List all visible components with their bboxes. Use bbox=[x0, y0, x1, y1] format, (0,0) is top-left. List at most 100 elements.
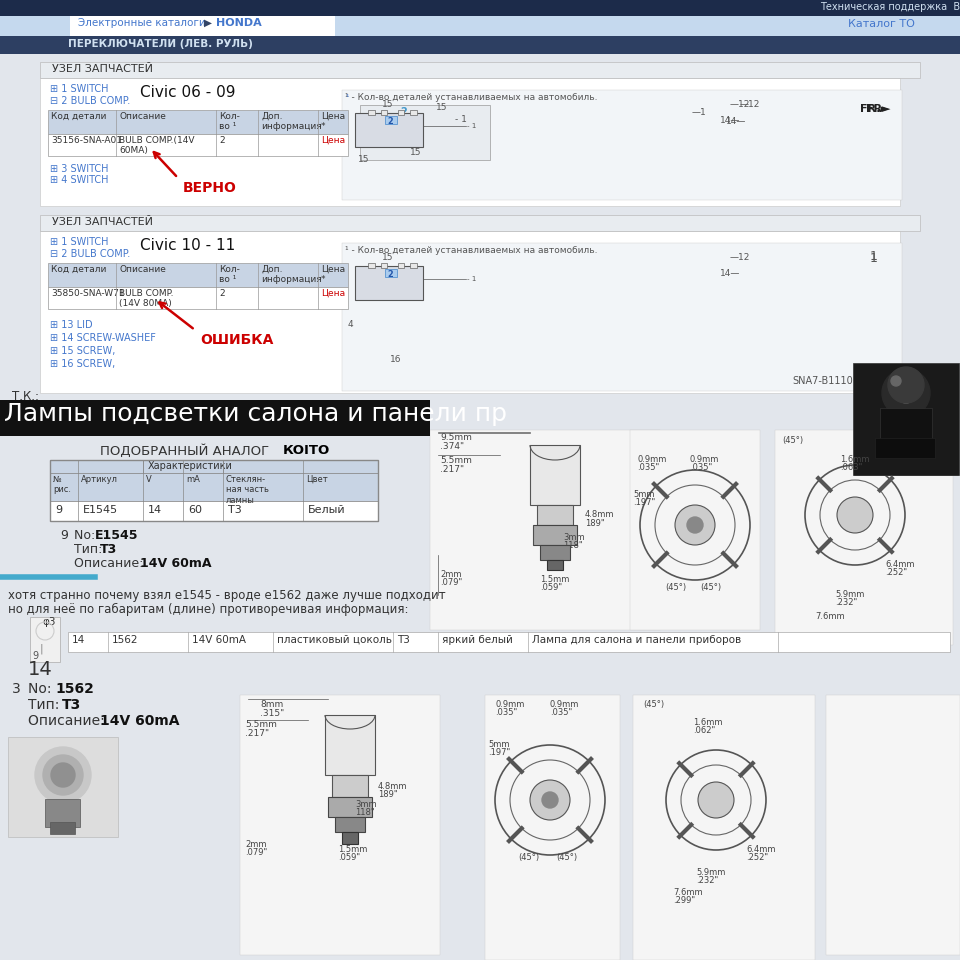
Bar bbox=[68, 632, 950, 652]
Text: FR.►: FR.► bbox=[860, 104, 889, 114]
Text: 5.5mm: 5.5mm bbox=[245, 720, 276, 729]
Bar bbox=[40, 62, 920, 78]
Text: .299": .299" bbox=[673, 896, 695, 905]
Bar bbox=[380, 263, 387, 268]
Bar bbox=[342, 832, 358, 844]
Text: 2: 2 bbox=[405, 130, 412, 140]
Text: |: | bbox=[40, 644, 43, 655]
Text: ПОДОБРАННЫЙ АНАЛОГ: ПОДОБРАННЫЙ АНАЛОГ bbox=[100, 444, 274, 458]
Text: .232": .232" bbox=[835, 598, 857, 607]
Text: ОШИБКА: ОШИБКА bbox=[200, 333, 274, 347]
Text: 2mm: 2mm bbox=[245, 840, 267, 849]
Text: BULB COMP.(14V
60MA): BULB COMP.(14V 60MA) bbox=[119, 136, 195, 156]
Bar bbox=[854, 365, 958, 475]
Bar bbox=[0, 0, 960, 16]
Text: T3: T3 bbox=[100, 543, 117, 556]
Bar bbox=[633, 695, 815, 960]
Text: 1562: 1562 bbox=[112, 635, 138, 645]
Text: 35850-SNA-W71: 35850-SNA-W71 bbox=[51, 289, 125, 298]
Text: Цена
*: Цена * bbox=[321, 265, 346, 284]
Text: .035": .035" bbox=[690, 463, 712, 472]
Bar bbox=[325, 715, 375, 775]
Text: (45°): (45°) bbox=[782, 436, 804, 445]
Text: ⊟ 2 BULB COMP.: ⊟ 2 BULB COMP. bbox=[50, 249, 131, 259]
Text: 189": 189" bbox=[378, 790, 397, 799]
Text: 4.8mm: 4.8mm bbox=[378, 782, 407, 791]
Text: .252": .252" bbox=[885, 568, 907, 577]
Text: HONDA: HONDA bbox=[216, 18, 262, 28]
Text: T3: T3 bbox=[397, 635, 410, 645]
Text: КОITO: КОITO bbox=[283, 444, 330, 457]
Text: .079": .079" bbox=[245, 848, 267, 857]
Bar bbox=[533, 525, 577, 545]
Text: 8mm: 8mm bbox=[260, 700, 283, 709]
Text: No:: No: bbox=[28, 682, 56, 696]
Text: 1.6mm: 1.6mm bbox=[840, 455, 870, 464]
Bar bbox=[775, 430, 953, 645]
Text: Каталог ТО: Каталог ТО bbox=[848, 19, 915, 29]
Text: —12: —12 bbox=[730, 100, 751, 109]
Text: Тип:: Тип: bbox=[28, 698, 63, 712]
Text: хотя странно почему взял е1545 - вроде е1562 даже лучше подходит: хотя странно почему взял е1545 - вроде е… bbox=[8, 589, 445, 602]
Bar bbox=[385, 116, 396, 124]
Text: BULB COMP.
(14V 80MA): BULB COMP. (14V 80MA) bbox=[119, 289, 174, 308]
Text: T3: T3 bbox=[228, 505, 242, 515]
Text: 9: 9 bbox=[55, 505, 62, 515]
Bar bbox=[826, 695, 960, 955]
Text: 14—: 14— bbox=[726, 117, 746, 126]
Bar bbox=[385, 269, 396, 277]
Text: ⊞ 15 SCREW,: ⊞ 15 SCREW, bbox=[50, 346, 115, 356]
Text: 14: 14 bbox=[28, 660, 53, 679]
Text: Характеристики: Характеристики bbox=[148, 461, 233, 471]
Bar bbox=[0, 400, 430, 436]
Text: (45°): (45°) bbox=[556, 853, 577, 862]
Bar bbox=[45, 799, 80, 827]
Circle shape bbox=[837, 497, 873, 533]
Text: E1545: E1545 bbox=[95, 529, 138, 542]
Bar bbox=[332, 775, 368, 797]
Text: 9.5mm: 9.5mm bbox=[440, 433, 472, 442]
Text: ⊞ 1 SWITCH: ⊞ 1 SWITCH bbox=[50, 237, 108, 247]
Bar bbox=[355, 266, 423, 300]
Text: .079": .079" bbox=[440, 578, 463, 587]
Text: E1545: E1545 bbox=[83, 505, 118, 515]
Bar bbox=[368, 109, 374, 115]
Text: ⊞ 3 SWITCH: ⊞ 3 SWITCH bbox=[50, 164, 108, 174]
Bar bbox=[875, 438, 935, 458]
Text: 9: 9 bbox=[32, 651, 38, 661]
Text: 2: 2 bbox=[387, 270, 393, 278]
Text: 15: 15 bbox=[382, 100, 394, 109]
Text: 5.5mm: 5.5mm bbox=[440, 456, 472, 465]
Text: Civic 10 - 11: Civic 10 - 11 bbox=[140, 238, 235, 253]
Text: яркий белый: яркий белый bbox=[442, 635, 513, 645]
Bar bbox=[540, 545, 570, 560]
Bar bbox=[630, 430, 760, 630]
Text: Белый: Белый bbox=[308, 505, 346, 515]
Text: 5mm: 5mm bbox=[488, 740, 510, 749]
Circle shape bbox=[51, 763, 75, 787]
Text: ⊞ 16 SCREW,: ⊞ 16 SCREW, bbox=[50, 359, 115, 369]
Text: 3mm: 3mm bbox=[563, 533, 585, 542]
Bar bbox=[335, 16, 960, 36]
Text: ⊟ 2 BULB COMP.: ⊟ 2 BULB COMP. bbox=[50, 96, 131, 106]
Bar bbox=[48, 110, 348, 134]
Bar bbox=[40, 78, 900, 206]
Text: 15: 15 bbox=[382, 253, 394, 262]
Bar bbox=[335, 817, 365, 832]
Text: - 1: - 1 bbox=[468, 276, 476, 282]
Bar bbox=[342, 243, 902, 391]
Text: —1: —1 bbox=[692, 108, 707, 117]
Text: mA: mA bbox=[186, 475, 200, 484]
Text: 5.9mm: 5.9mm bbox=[696, 868, 726, 877]
Bar bbox=[8, 737, 118, 837]
Text: 118": 118" bbox=[563, 541, 583, 550]
Text: .252": .252" bbox=[746, 853, 768, 862]
Text: 14V 60mA: 14V 60mA bbox=[100, 714, 180, 728]
Bar bbox=[50, 473, 378, 501]
Text: SNA7-B1110: SNA7-B1110 bbox=[792, 376, 852, 386]
Bar bbox=[48, 263, 348, 287]
Bar bbox=[48, 134, 348, 156]
Text: 3: 3 bbox=[12, 682, 21, 696]
Text: ¹: ¹ bbox=[345, 93, 348, 102]
Bar bbox=[40, 215, 920, 231]
